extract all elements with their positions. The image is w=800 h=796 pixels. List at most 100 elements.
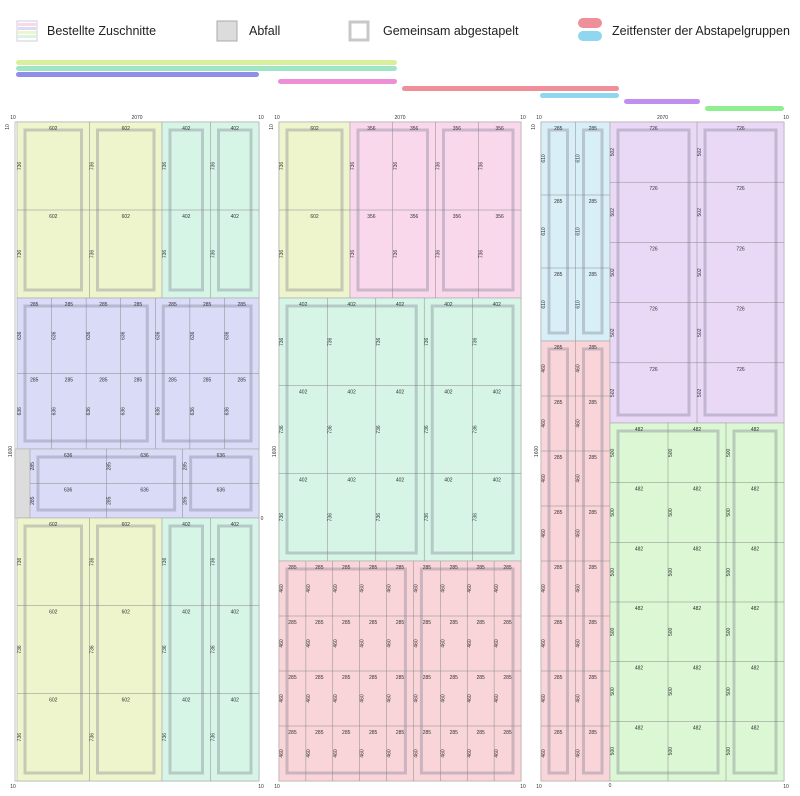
sheet2-block-red-height-label: 460 <box>467 694 473 703</box>
sheet2-height-label: 1600 <box>272 446 278 457</box>
sheet1-block-blue-pieces-width-label: 285 <box>65 302 74 308</box>
sheet3-block-green-height-label: 500 <box>610 568 616 577</box>
sheet2-block-red-height-label: 460 <box>333 639 339 648</box>
sheet2-block-red-width-label: 285 <box>342 565 351 571</box>
sheet3-block-green-width-label: 482 <box>751 606 760 612</box>
sheet2-block-red-height-label: 460 <box>494 749 500 758</box>
sheet2-block-red-stack-outline <box>285 567 407 775</box>
sheet1-block-mint-top-height-label: 736 <box>211 250 217 259</box>
sheet3-block-red-width-label: 285 <box>589 565 598 571</box>
sheet1-block-yellow-bottom-width-label: 602 <box>122 610 131 616</box>
sheet1-block-blue-pieces: 285 636 285 636 285 636 285 636 285 636 285 636 285 6… <box>16 297 260 450</box>
sheet1-block-blue-pieces-height-label: 636 <box>17 331 23 340</box>
sheet1-block-blue-pieces-width-label: 285 <box>134 302 143 308</box>
timeline-bars <box>16 60 784 111</box>
sheet3-block-green-height-label: 500 <box>726 687 732 696</box>
sheet2-block-mint-width-label: 402 <box>396 302 405 308</box>
sheet3-block-red-stack-outline <box>582 347 604 775</box>
sheet1-block-blue-pieces-height-label: 636 <box>224 331 230 340</box>
sheet2-block-red-height-label: 460 <box>387 749 393 758</box>
sheet1-block-mint-bottom-height-label: 736 <box>162 733 168 742</box>
sheet1-block-blue-wide-height-label: 285 <box>183 496 189 505</box>
sheet3-block-green-width-label: 482 <box>751 546 760 552</box>
sheet1-block-blue-pieces-width-label: 285 <box>134 378 143 384</box>
sheet2-block-pink-width-label: 356 <box>367 126 376 132</box>
sheet1-block-blue-wide: 636 285 636 285 636 285 636 285 636 285 636 285 <box>29 448 260 519</box>
sheet2-width-label: 2070 <box>394 115 405 121</box>
sheet1-block-yellow-top-width-label: 602 <box>122 126 131 132</box>
sheet1-block-yellow-bottom-stack-outline <box>96 524 156 775</box>
sheet2-block-red-width-label: 285 <box>423 565 432 571</box>
sheet3-block-purple-width-label: 726 <box>736 307 745 313</box>
sheet2-block-red-height-label: 460 <box>279 639 285 648</box>
sheet1-block-mint-bottom-width-label: 402 <box>231 522 240 528</box>
sheet2-block-red-width-label: 285 <box>503 565 512 571</box>
sheet1-zero-label: 0 <box>261 516 264 522</box>
sheet2-block-yellow-height-label: 736 <box>279 162 285 171</box>
sheet3-block-purple-height-label: 502 <box>610 268 616 277</box>
sheet3-block-green-width-label: 482 <box>635 666 644 672</box>
timeline-bar-7 <box>705 106 784 111</box>
sheet3-block-green: 482 500 482 500 482 500 482 500 482 500 482 500 482 5… <box>609 422 785 782</box>
sheet2-block-pink-width-label: 356 <box>367 214 376 220</box>
sheet3-block-green-height-label: 500 <box>610 508 616 517</box>
sheet2-block-red-height-label: 460 <box>360 694 366 703</box>
sheet2-block-pink-width-label: 356 <box>453 214 462 220</box>
legend-ordered-label: Bestellte Zuschnitte <box>47 24 157 38</box>
sheet3-block-green-width-label: 482 <box>751 427 760 433</box>
sheet2-block-mint-width-label: 402 <box>493 390 502 396</box>
sheet3-block-lightblue-height-label: 610 <box>541 300 547 309</box>
sheet2-block-red-width-label: 285 <box>369 675 378 681</box>
sheet2-block-pink-height-label: 736 <box>350 162 356 171</box>
sheet3-block-purple-height-label: 502 <box>697 208 703 217</box>
sheet1-block-blue-wide-stack-outline <box>36 455 177 512</box>
sheet1-block-blue-pieces-width-label: 285 <box>203 378 212 384</box>
sheet2-edge-label: 10 <box>274 784 280 790</box>
sheet2-block-mint-width-label: 402 <box>444 477 453 483</box>
sheet1-block-mint-bottom-width-label: 402 <box>182 610 191 616</box>
sheet2-block-mint-width-label: 402 <box>347 477 356 483</box>
sheet2-block-mint-stack-outline <box>430 304 515 555</box>
sheet3-block-green-width-label: 482 <box>635 427 644 433</box>
sheet1-block-yellow-top-stack-outline <box>96 128 156 292</box>
sheet3-block-green-width-label: 482 <box>751 666 760 672</box>
sheet2-block-mint-height-label: 736 <box>327 337 333 346</box>
sheet3-block-lightblue-height-label: 610 <box>576 154 582 163</box>
sheet3-block-red-height-label: 460 <box>541 529 547 538</box>
sheet2-block-red-width-label: 285 <box>476 675 485 681</box>
sheet1-block-blue-pieces-height-label: 636 <box>86 407 92 416</box>
sheet2-block-red-width-label: 285 <box>369 730 378 736</box>
sheet3-block-lightblue-height-label: 610 <box>576 227 582 236</box>
sheet3-block-purple-width-label: 726 <box>736 246 745 252</box>
sheet2-edge-label: 10 <box>520 784 526 790</box>
sheet2-block-red-height-label: 460 <box>360 639 366 648</box>
sheet2-block-pink-stack-outline <box>442 128 515 292</box>
sheet2-block-pink-height-label: 736 <box>436 250 442 259</box>
sheet2-block-pink: 356 736 356 736 356 736 356 736 356 736 356 736 356 7… <box>349 121 522 299</box>
sheet3-block-red-height-label: 460 <box>541 584 547 593</box>
sheet2-block-red-height-label: 460 <box>467 639 473 648</box>
sheet1-block-mint-bottom-height-label: 736 <box>211 557 217 566</box>
sheet3-block-green-stack-outline <box>732 429 778 775</box>
sheet2-block-red-height-label: 460 <box>440 694 446 703</box>
sheet2-block-red-height-label: 460 <box>440 639 446 648</box>
sheet1-block-yellow-bottom-height-label: 736 <box>17 733 23 742</box>
sheet3-block-lightblue-width-label: 285 <box>589 199 598 205</box>
sheet2-edge-label: 10 <box>274 115 280 121</box>
sheet3-block-green-width-label: 482 <box>693 427 702 433</box>
sheet2-block-red-height-label: 460 <box>413 584 419 593</box>
sheet3-block-red-width-label: 285 <box>554 455 563 461</box>
sheet1-block-mint-top-width-label: 402 <box>231 126 240 132</box>
sheet1-block-mint-top-width-label: 402 <box>182 214 191 220</box>
sheet2-block-red-width-label: 285 <box>342 730 351 736</box>
sheet1-block-mint-bottom-width-label: 402 <box>231 610 240 616</box>
sheet3-block-green-width-label: 482 <box>693 666 702 672</box>
sheet3-block-lightblue: 285 610 285 610 285 610 285 610 285 610 285 610 <box>540 121 611 342</box>
sheet2-block-red-height-label: 460 <box>279 694 285 703</box>
stacked-swatch-icon <box>348 20 370 42</box>
sheet3-block-red-width-label: 285 <box>589 510 598 516</box>
sheet2-block-red-height-label: 460 <box>387 584 393 593</box>
sheet2-block-red-width-label: 285 <box>369 565 378 571</box>
legend-waste-label: Abfall <box>249 24 281 38</box>
sheet3-block-purple-width-label: 726 <box>736 186 745 192</box>
